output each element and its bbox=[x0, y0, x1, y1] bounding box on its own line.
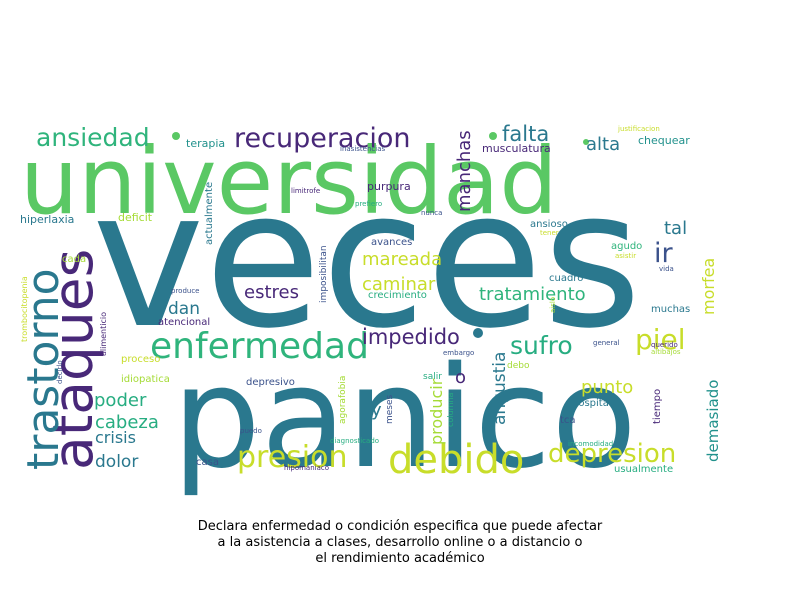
word-actualmente: actualmente bbox=[204, 182, 215, 245]
word-tratamiento: tratamiento bbox=[479, 284, 586, 305]
word-mareada: mareada bbox=[362, 249, 442, 270]
word-meses: meses bbox=[385, 394, 395, 424]
word-idiopatica: idiopatica bbox=[121, 374, 170, 385]
word-tiempo: tiempo bbox=[652, 389, 663, 424]
word-o: o bbox=[455, 367, 466, 388]
word-embargo: embargo bbox=[443, 349, 474, 357]
word-sufro: sufro bbox=[510, 331, 573, 360]
word-panico: panico bbox=[172, 337, 637, 500]
word-caminar: caminar bbox=[362, 274, 436, 295]
word-inasistencias: inasistencias bbox=[340, 145, 385, 153]
word-agudo: agudo bbox=[611, 241, 642, 252]
word-salir: salir bbox=[423, 372, 442, 382]
word-ir: ir bbox=[654, 238, 674, 269]
word-ansioso: ansioso bbox=[530, 219, 568, 230]
word-justificacion: justificacion bbox=[617, 125, 660, 133]
word-alta: alta bbox=[586, 134, 620, 155]
word-dot bbox=[583, 139, 589, 145]
word-debido: debido bbox=[388, 437, 524, 483]
word-dot bbox=[473, 328, 483, 338]
word-hiperlaxia: hiperlaxia bbox=[20, 213, 74, 226]
word-estres: estres bbox=[244, 282, 299, 303]
word-punto: punto bbox=[581, 377, 633, 398]
word-vida: vida bbox=[659, 265, 674, 273]
word-tal: tal bbox=[664, 218, 687, 239]
word-demasiado: demasiado bbox=[704, 380, 722, 462]
word-falta: falta bbox=[502, 122, 549, 146]
word-dan: dan bbox=[168, 299, 200, 319]
word-nunca: nunca bbox=[421, 209, 442, 217]
word-tca: tca bbox=[560, 415, 576, 426]
chart-title: Declara enfermedad o condición especific… bbox=[100, 519, 700, 567]
word-querido: querido bbox=[651, 341, 678, 349]
word-deficit: deficit bbox=[118, 211, 153, 224]
word-limitrofe: limitrofe bbox=[291, 187, 320, 195]
word-agorafobia: agorafobia bbox=[338, 376, 348, 424]
word-alimenticio: alimenticio bbox=[99, 312, 108, 356]
word-dolor: dolor bbox=[95, 452, 138, 472]
word-purpura: purpura bbox=[367, 180, 411, 193]
word-casa: casa bbox=[196, 457, 219, 468]
word-hipomaniaco: hipomaniaco bbox=[284, 464, 329, 472]
word-puedo: puedo bbox=[240, 427, 262, 435]
word-general: general bbox=[593, 339, 620, 347]
word-universidad: universidad bbox=[20, 128, 558, 235]
word-altibajos: altibajos bbox=[651, 348, 681, 356]
word-aislo: aislo bbox=[549, 297, 557, 313]
word-diagnosticado: diagnosticado bbox=[330, 437, 379, 445]
word-decirlo: decirlo bbox=[56, 360, 64, 384]
word-trombocitopenia: trombocitopenia bbox=[20, 276, 29, 342]
word-tener: tener bbox=[540, 229, 559, 237]
word-producir: producir bbox=[427, 378, 446, 445]
word-dot bbox=[172, 132, 180, 140]
chart-title-line: el rendimiento académico bbox=[315, 551, 485, 566]
word-manchas: manchas bbox=[454, 130, 475, 212]
word-avances: avances bbox=[371, 237, 412, 248]
word-crisis: crisis bbox=[95, 428, 136, 447]
word-usualmente: usualmente bbox=[614, 464, 673, 475]
word-enfermedad: enfermedad bbox=[150, 326, 369, 367]
word-cada: cada bbox=[62, 254, 86, 265]
word-produce: produce bbox=[171, 287, 200, 295]
word-chequear: chequear bbox=[638, 134, 690, 147]
chart-title-line: a la asistencia a clases, desarrollo onl… bbox=[217, 535, 583, 550]
word-presion: presion bbox=[237, 440, 348, 475]
word-incomodidad: incomodidad bbox=[568, 440, 613, 448]
word-poder: poder bbox=[94, 390, 147, 411]
word-angustia: angustia bbox=[490, 352, 510, 425]
word-terapia: terapia bbox=[186, 137, 225, 150]
chart-title-line: Declara enfermedad o condición especific… bbox=[197, 519, 603, 534]
word-trastorno: trastorno bbox=[18, 268, 69, 470]
word-y: y bbox=[371, 400, 382, 421]
word-debo: debo bbox=[507, 361, 530, 371]
word-impedido: impedido bbox=[362, 325, 460, 349]
word-hospital: hospital bbox=[572, 398, 612, 409]
word-imposibilitan: imposibilitan bbox=[319, 245, 329, 303]
word-veces: veces bbox=[92, 149, 642, 370]
word-prefiero: prefiero bbox=[355, 200, 382, 208]
word-depresion: depresion bbox=[548, 439, 676, 469]
word-proceso: proceso bbox=[121, 354, 160, 365]
word-morfea: morfea bbox=[699, 258, 718, 315]
word-asistir: asistir bbox=[615, 252, 636, 260]
word-crecimiento: crecimiento bbox=[368, 290, 427, 301]
word-dot bbox=[489, 132, 497, 140]
word-depresivo: depresivo bbox=[246, 377, 295, 388]
word-cuadro: cuadro bbox=[549, 273, 583, 284]
word-ansiedad: ansiedad bbox=[36, 123, 150, 152]
word-atencional: atencional bbox=[158, 317, 210, 328]
word-musculatura: musculatura bbox=[482, 142, 551, 155]
word-columna: columna bbox=[446, 393, 455, 427]
word-recuperacion: recuperacion bbox=[234, 123, 410, 154]
word-piel: piel bbox=[635, 323, 686, 356]
word-muchas: muchas bbox=[651, 304, 690, 315]
word-ataques: ataques bbox=[41, 249, 105, 470]
word-cabeza: cabeza bbox=[95, 412, 159, 433]
